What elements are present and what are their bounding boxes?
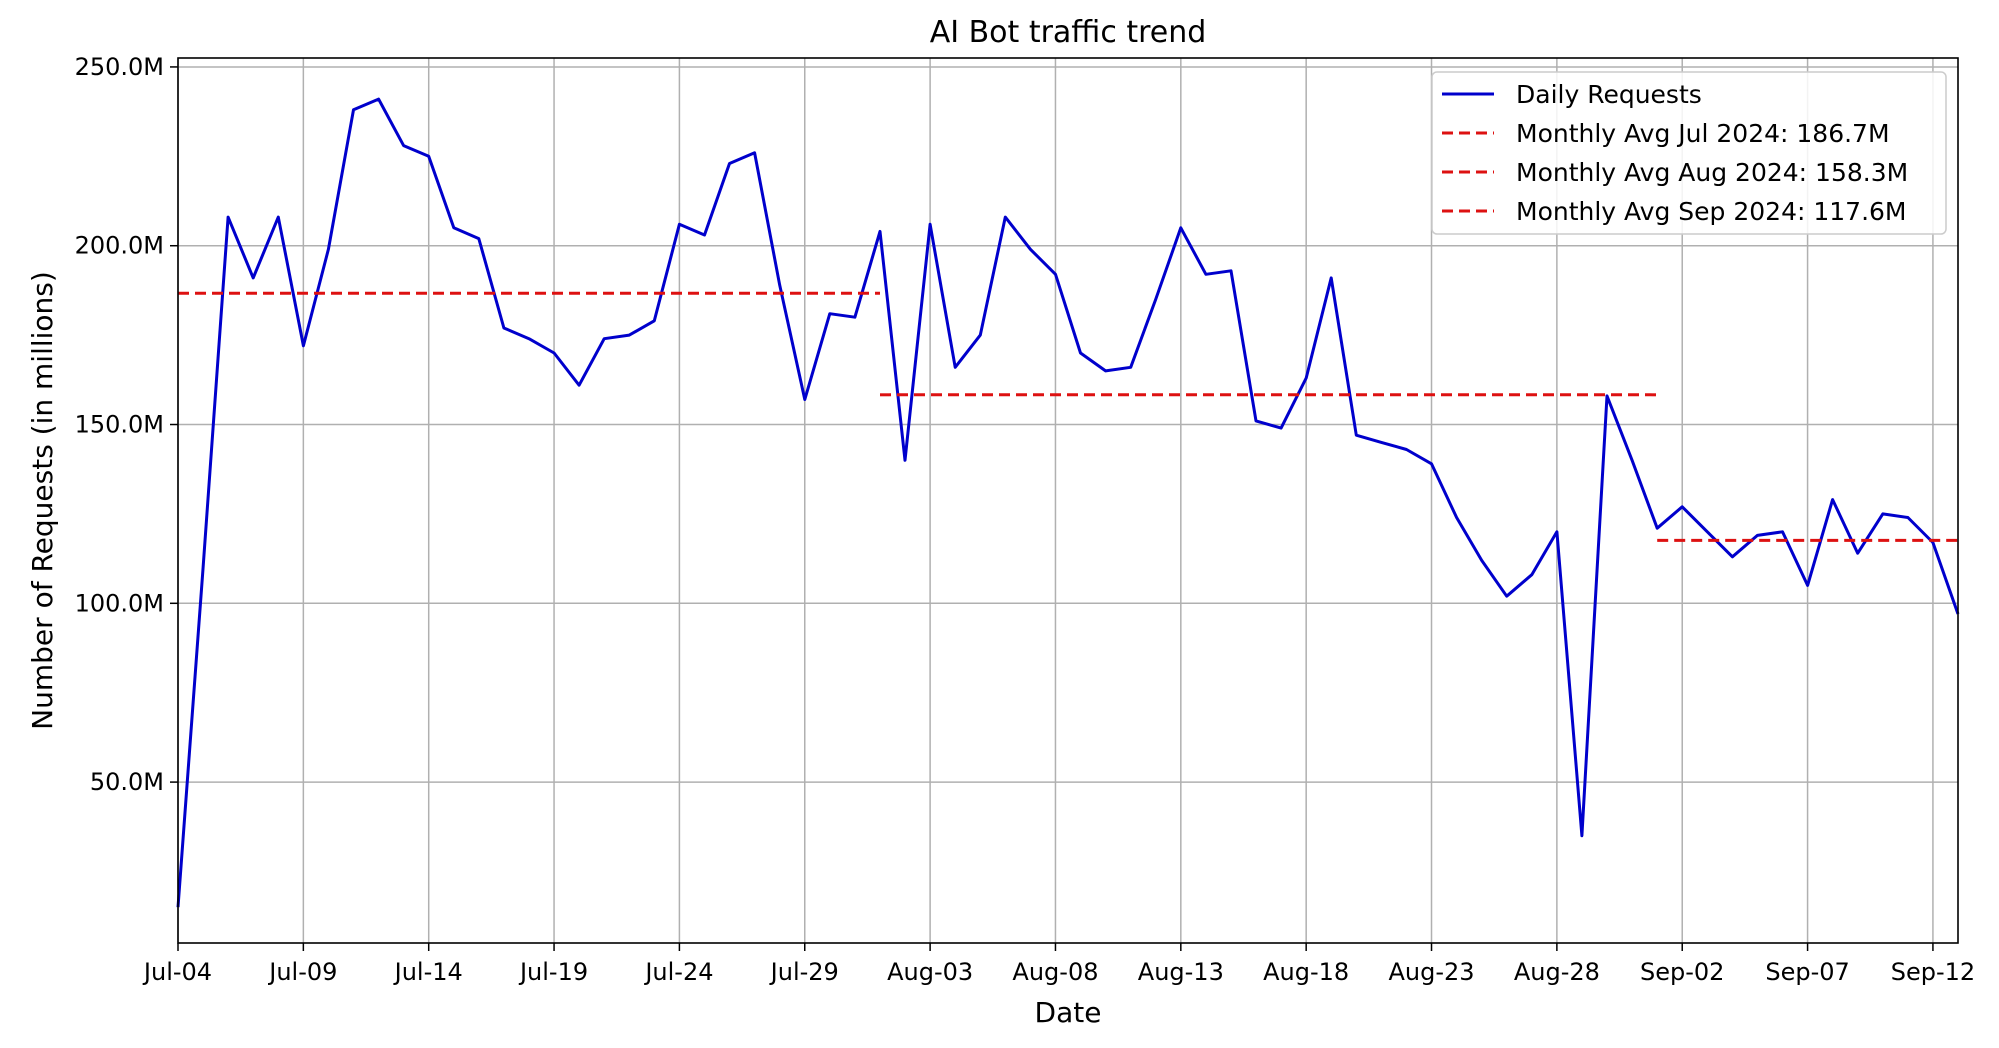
y-tick-label: 100.0M [75, 589, 164, 617]
series-layer [176, 97, 1960, 908]
legend-entry: Monthly Avg Aug 2024: 158.3M [1516, 158, 1908, 187]
legend-entry: Daily Requests [1516, 80, 1702, 109]
y-tick-label: 250.0M [75, 53, 164, 81]
grid [177, 58, 1958, 943]
x-tick-label: Jul-24 [643, 958, 713, 986]
x-tick-label: Jul-04 [142, 958, 212, 986]
x-tick-label: Jul-09 [267, 958, 337, 986]
chart-title: AI Bot traffic trend [930, 15, 1207, 50]
x-tick-label: Jul-29 [769, 958, 839, 986]
legend-entry: Monthly Avg Jul 2024: 186.7M [1516, 119, 1890, 148]
x-axis-title: Date [1035, 996, 1102, 1029]
x-tick-label: Aug-23 [1388, 958, 1474, 986]
x-tick-label: Aug-18 [1263, 958, 1349, 986]
x-tick-label: Aug-08 [1012, 958, 1098, 986]
x-tick-label: Jul-19 [518, 958, 588, 986]
x-tick-label: Aug-28 [1514, 958, 1600, 986]
x-tick-label: Aug-13 [1138, 958, 1224, 986]
legend-box [1431, 71, 1947, 235]
x-tick-label: Sep-02 [1640, 958, 1724, 986]
x-tick-label: Sep-12 [1891, 958, 1975, 986]
x-tick-label: Aug-03 [887, 958, 973, 986]
x-tick-label: Sep-07 [1765, 958, 1849, 986]
daily-requests-line [176, 97, 1960, 908]
x-tick-label: Jul-14 [393, 958, 463, 986]
legend-entry: Monthly Avg Sep 2024: 117.6M [1516, 197, 1907, 226]
legend: Daily Requests Monthly Avg Jul 2024: 186.… [1431, 71, 1947, 235]
y-tick-label: 150.0M [75, 411, 164, 439]
plot-frame [177, 57, 1959, 944]
y-axis-ticks: 50.0M 100.0M 150.0M 200.0M 250.0M [75, 53, 178, 796]
x-axis-ticks: Jul-04 Jul-09 Jul-14 Jul-19 Jul-24 Jul-29 Aug-… [142, 943, 1975, 986]
y-axis-title: Number of Requests (in millions) [26, 271, 59, 730]
y-tick-label: 50.0M [90, 768, 164, 796]
y-tick-label: 200.0M [75, 232, 164, 260]
